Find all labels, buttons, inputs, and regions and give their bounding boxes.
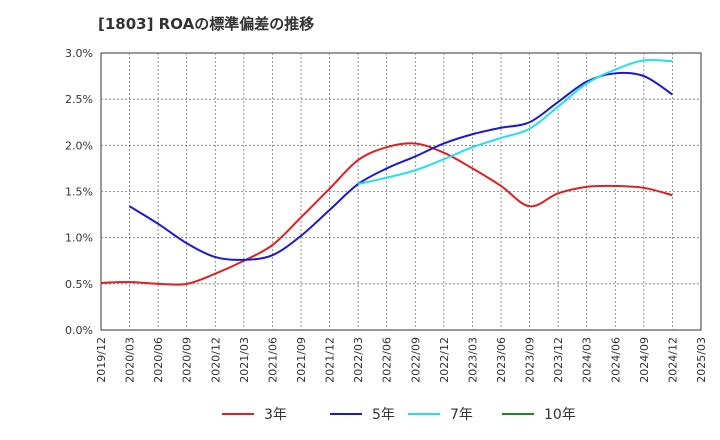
x-tick-label: 2024/12 [666, 337, 679, 383]
x-tick-label: 2020/09 [181, 337, 194, 383]
legend-label-3y: 3年 [264, 407, 287, 423]
y-tick-label: 0.0% [65, 324, 93, 337]
x-tick-label: 2022/06 [381, 337, 394, 383]
x-tick-label: 2021/06 [266, 337, 279, 383]
y-tick-label: 1.5% [65, 186, 93, 199]
x-tick-label: 2023/06 [495, 337, 508, 383]
x-tick-label: 2022/12 [438, 337, 451, 383]
x-tick-label: 2021/03 [238, 337, 251, 383]
x-tick-label: 2024/06 [609, 337, 622, 383]
x-tick-label: 2020/06 [152, 337, 165, 383]
legend-label-5y: 5年 [372, 407, 395, 423]
x-tick-label: 2021/12 [324, 337, 337, 383]
x-tick-label: 2022/03 [352, 337, 365, 383]
legend-label-10y: 10年 [544, 407, 576, 423]
x-tick-label: 2022/09 [409, 337, 422, 383]
x-tick-label: 2019/12 [95, 337, 108, 383]
chart-title: [1803] ROAの標準偏差の推移 [98, 15, 315, 33]
series-line-5y [129, 71, 673, 261]
y-tick-label: 2.0% [65, 139, 93, 152]
x-tick-label: 2020/03 [124, 337, 137, 383]
x-tick-label: 2023/03 [466, 337, 479, 383]
x-tick-label: 2023/09 [524, 337, 537, 383]
series-line-7y [357, 58, 673, 186]
y-tick-label: 0.5% [65, 278, 93, 291]
x-tick-label: 2025/03 [695, 337, 708, 383]
x-tick-label: 2020/12 [209, 337, 222, 383]
x-tick-label: 2023/12 [552, 337, 565, 383]
x-tick-label: 2024/09 [638, 337, 651, 383]
series-line-3y [100, 142, 673, 286]
legend-label-7y: 7年 [450, 407, 473, 423]
y-tick-label: 2.5% [65, 93, 93, 106]
y-tick-label: 3.0% [65, 47, 93, 60]
x-tick-label: 2024/03 [581, 337, 594, 383]
x-tick-label: 2021/09 [295, 337, 308, 383]
y-tick-label: 1.0% [65, 232, 93, 245]
